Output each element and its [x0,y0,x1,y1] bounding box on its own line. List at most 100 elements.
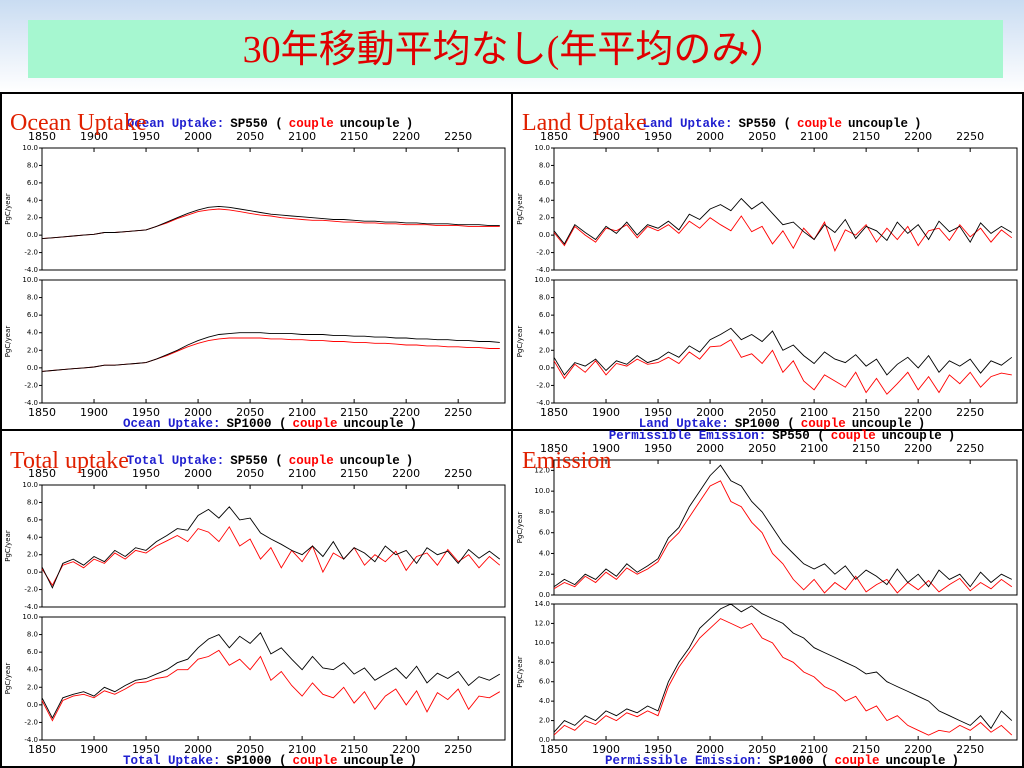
x-tick-label: 2000 [696,743,724,756]
x-tick-label: 2200 [392,467,420,480]
y-tick-label: 10.0 [22,276,38,284]
caption-label: Permissible Emission: [605,754,763,768]
x-tick-label: 2100 [288,406,316,419]
y-tick-label: 0.0 [539,591,550,599]
x-tick-label: 2100 [800,743,828,756]
x-tick-label: 2000 [696,406,724,419]
x-tick-label: 1900 [80,406,108,419]
caption-label: Land Uptake: [639,417,729,431]
y-tick-label: -4.0 [24,603,38,611]
y-tick-label: 0.0 [27,364,38,372]
y-tick-label: -2.0 [536,381,550,389]
caption-end: ) [918,417,926,431]
x-tick-label: 2050 [236,467,264,480]
x-tick-label: 1900 [80,467,108,480]
caption-end: ) [410,417,418,431]
y-tick-label: 2.0 [539,346,550,354]
caption: Total Uptake: SP550 (couple uncouple) [127,454,414,468]
caption-end: ) [410,754,418,768]
y-axis-label: PgC/year [4,530,12,562]
y-tick-label: 8.0 [27,294,38,302]
y-tick-label: 10.0 [534,487,550,495]
x-tick-label: 1900 [592,743,620,756]
legend-entry: uncouple [848,117,908,131]
x-tick-label: 1950 [132,467,160,480]
y-axis-label: PgC/year [516,326,524,358]
x-tick-label: 1950 [132,743,160,756]
x-tick-label: 1850 [28,467,56,480]
y-axis-label: PgC/year [4,193,12,225]
x-tick-label: 2100 [800,130,828,143]
x-tick-label: 2200 [904,406,932,419]
x-tick-label: 2050 [748,406,776,419]
plot-frame [553,279,1018,404]
y-tick-label: 2.0 [539,570,550,578]
title-box [28,20,1003,78]
y-tick-label: 10.0 [534,639,550,647]
x-tick-label: 2250 [444,406,472,419]
x-tick-label: 1850 [540,406,568,419]
charts: -4.0 -2.0 0.0 2.0 4.0 6.0 8.0 10.0 1850 1900 1950 2… [4,117,1018,768]
x-tick-label: 2000 [696,130,724,143]
x-tick-label: 1900 [592,442,620,455]
x-tick-label: 2050 [748,442,776,455]
y-tick-label: 12.0 [534,466,550,474]
plot-frame [41,147,506,271]
slide-title: 30年移動平均なし(年平均のみ） [243,29,788,71]
y-tick-label: 0.0 [539,364,550,372]
x-tick-label: 2000 [184,743,212,756]
x-tick-label: 1900 [80,130,108,143]
y-tick-label: 0.0 [539,231,550,239]
x-tick-label: 2150 [340,406,368,419]
x-tick-label: 2150 [340,467,368,480]
x-tick-label: 2050 [236,743,264,756]
legend-entry: uncouple [340,454,400,468]
legend-entry: uncouple [344,754,404,768]
x-tick-label: 1850 [540,743,568,756]
caption: Permissible Emission: SP1000 (couple uncou… [605,754,959,768]
y-tick-label: 8.0 [539,508,550,516]
x-tick-label: 2200 [392,130,420,143]
y-tick-label: 0.0 [27,568,38,576]
y-tick-label: 2.0 [539,717,550,725]
x-tick-label: 2200 [904,442,932,455]
panel-label: Ocean Uptake [10,110,147,136]
caption: Ocean Uptake: SP1000 (couple uncouple) [123,417,417,431]
caption-label: Total Uptake: [123,754,221,768]
x-tick-label: 2250 [956,130,984,143]
caption-case: SP550 ( [230,117,283,131]
y-tick-label: 4.0 [27,533,38,541]
x-tick-label: 2050 [236,406,264,419]
panel-label: Total uptake [10,448,129,474]
caption: Permissible Emission: SP550 (couple uncoup… [609,429,956,443]
y-tick-label: 2.0 [27,551,38,559]
y-tick-label: 10.0 [22,144,38,152]
y-tick-label: 6.0 [539,678,550,686]
y-tick-label: 4.0 [27,329,38,337]
caption-case: SP550 ( [772,429,825,443]
series-line [41,332,500,372]
y-tick-label: -2.0 [24,586,38,594]
y-tick-label: -4.0 [536,266,550,274]
legend-entry: uncouple [886,754,946,768]
y-tick-label: -4.0 [24,736,38,744]
y-tick-label: 0.0 [539,736,550,744]
x-tick-label: 2100 [288,130,316,143]
legend-entry: couple [293,417,338,431]
x-tick-label: 2250 [956,743,984,756]
x-tick-label: 2250 [444,743,472,756]
x-tick-label: 1950 [132,130,160,143]
series-line [553,215,1013,252]
series-line [41,205,500,240]
legend-entry: couple [289,454,334,468]
legend-entry: couple [293,754,338,768]
y-axis-label: PgC/year [516,193,524,225]
x-tick-label: 2100 [288,743,316,756]
y-axis-label: PgC/year [4,326,12,358]
plot-frame [41,279,506,404]
caption-label: Total Uptake: [127,454,225,468]
caption-label: Ocean Uptake: [123,417,221,431]
y-tick-label: 4.0 [539,196,550,204]
x-tick-label: 2200 [904,743,932,756]
